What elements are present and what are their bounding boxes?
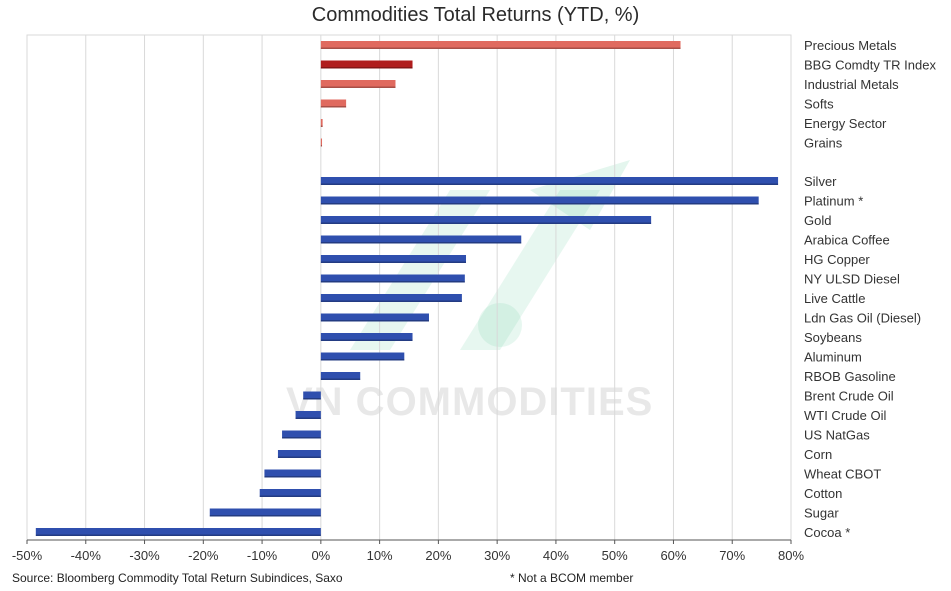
x-tick-label: 70%: [719, 548, 745, 563]
bar-shadow: [320, 67, 413, 69]
bar: [320, 274, 465, 283]
bar-shadow: [320, 261, 467, 263]
bar-shadow: [320, 183, 779, 185]
bar: [320, 255, 467, 263]
bars: [35, 41, 779, 536]
category-label: Gold: [804, 213, 831, 228]
bar-shadow: [320, 359, 405, 361]
x-tick-label: 40%: [543, 548, 569, 563]
source-note: Source: Bloomberg Commodity Total Return…: [12, 571, 343, 585]
bar: [320, 119, 323, 127]
category-label: HG Copper: [804, 252, 870, 267]
bar: [320, 80, 396, 88]
bar-shadow: [277, 456, 321, 458]
x-tick-label: 0%: [311, 548, 330, 563]
bar: [320, 352, 405, 361]
bar-shadow: [259, 495, 321, 497]
x-tick-label: -40%: [71, 548, 102, 563]
category-label: Cotton: [804, 486, 842, 501]
bar-shadow: [320, 106, 347, 108]
x-tick-label: -10%: [247, 548, 278, 563]
grid-lines: [26, 34, 792, 541]
bar-shadow: [320, 86, 396, 88]
bar-shadow: [320, 47, 681, 49]
bar: [320, 294, 462, 302]
category-label: Soybeans: [804, 330, 862, 345]
category-label: Brent Crude Oil: [804, 389, 894, 404]
x-tick-label: -50%: [12, 548, 43, 563]
chart-title: Commodities Total Returns (YTD, %): [311, 4, 640, 26]
x-tick-label: 60%: [660, 548, 686, 563]
bar: [320, 313, 429, 322]
category-label: RBOB Gasoline: [804, 369, 896, 384]
x-tick-label: -30%: [129, 548, 160, 563]
bar-shadow: [320, 145, 323, 147]
category-label: Aluminum: [804, 350, 862, 365]
bar: [282, 430, 321, 439]
bar-shadow: [320, 300, 462, 302]
bar-shadow: [209, 515, 321, 517]
bar-shadow: [320, 125, 323, 127]
category-label: Live Cattle: [804, 291, 865, 306]
category-label: Softs: [804, 97, 834, 112]
bar: [320, 138, 323, 147]
bar: [320, 333, 413, 341]
category-label: Sugar: [804, 506, 839, 521]
bar: [320, 216, 652, 224]
bar: [320, 99, 347, 108]
bar: [209, 508, 321, 517]
category-label: Precious Metals: [804, 38, 897, 53]
x-axis: -50% -40% -30% -20% -10% 0% 10% 20% 30% 40% 50% 60%…: [12, 539, 804, 563]
bar-shadow: [320, 339, 413, 341]
category-label: Silver: [804, 174, 837, 189]
category-label: US NatGas: [804, 428, 870, 443]
footnote: * Not a BCOM member: [510, 571, 634, 585]
category-label: Wheat CBOT: [804, 467, 881, 482]
bar: [277, 450, 321, 458]
x-tick-label: 30%: [484, 548, 510, 563]
category-label: Corn: [804, 447, 832, 462]
bar-shadow: [264, 476, 321, 478]
bar: [320, 372, 361, 380]
category-label: Arabica Coffee: [804, 233, 890, 248]
bar-shadow: [320, 203, 759, 205]
category-label: BBG Comdty TR Index: [804, 58, 936, 73]
bar-shadow: [295, 417, 321, 419]
x-tick-label: 50%: [602, 548, 628, 563]
bar: [320, 235, 522, 244]
category-label: Energy Sector: [804, 116, 887, 131]
category-label: Cocoa *: [804, 525, 850, 540]
plot-frame: [26, 34, 792, 541]
category-label: WTI Crude Oil: [804, 408, 886, 423]
bar-shadow: [303, 398, 321, 400]
category-label: Grains: [804, 136, 843, 151]
bar-shadow: [320, 281, 465, 283]
category-label: Industrial Metals: [804, 77, 899, 92]
bar-shadow: [320, 222, 652, 224]
bar: [264, 469, 321, 478]
bar-shadow: [35, 534, 321, 536]
bar: [320, 177, 779, 185]
bar: [35, 528, 321, 536]
bar-shadow: [320, 320, 429, 322]
x-tick-label: -20%: [188, 548, 219, 563]
bar: [320, 60, 413, 69]
bar-shadow: [320, 378, 361, 380]
category-label: Ldn Gas Oil (Diesel): [804, 311, 921, 326]
category-label: Platinum *: [804, 194, 863, 209]
bar: [320, 41, 681, 49]
bar: [295, 411, 321, 419]
x-tick-label: 10%: [367, 548, 393, 563]
bar-shadow: [320, 242, 522, 244]
bar-shadow: [282, 437, 321, 439]
category-label: NY ULSD Diesel: [804, 272, 900, 287]
category-labels: Precious Metals BBG Comdty TR Index Indust…: [804, 38, 936, 540]
x-tick-label: 80%: [778, 548, 804, 563]
bar: [320, 196, 759, 205]
bar: [303, 391, 321, 400]
x-tick-label: 20%: [425, 548, 451, 563]
bar: [259, 489, 321, 497]
